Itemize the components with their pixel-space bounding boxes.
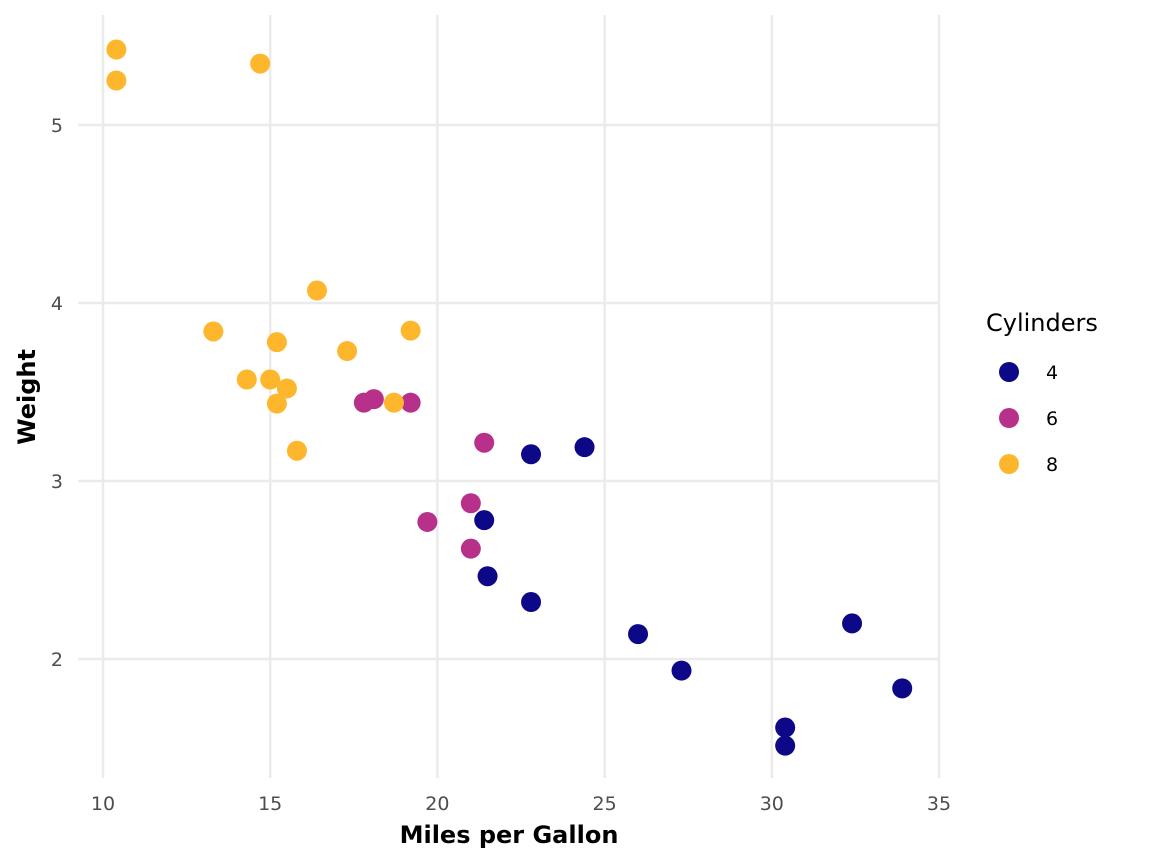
data-point-cyl-8 bbox=[260, 369, 281, 390]
legend-key-6 bbox=[999, 408, 1019, 428]
data-point-cyl-4 bbox=[574, 437, 595, 458]
data-point-cyl-6 bbox=[400, 392, 421, 413]
data-point-cyl-8 bbox=[106, 39, 127, 60]
data-point-cyl-8 bbox=[236, 369, 257, 390]
y-tick-label: 2 bbox=[51, 649, 63, 671]
data-point-cyl-4 bbox=[842, 613, 863, 634]
data-point-cyl-4 bbox=[775, 735, 796, 756]
y-tick-label: 5 bbox=[51, 115, 63, 137]
y-tick-label: 3 bbox=[51, 471, 63, 493]
data-point-cyl-6 bbox=[417, 511, 438, 532]
x-tick-label: 15 bbox=[258, 793, 282, 815]
data-points bbox=[106, 39, 913, 756]
data-point-cyl-8 bbox=[266, 332, 287, 353]
legend-label-8: 8 bbox=[1046, 454, 1058, 476]
data-point-cyl-8 bbox=[383, 392, 404, 413]
data-point-cyl-4 bbox=[477, 566, 498, 587]
data-point-cyl-4 bbox=[775, 717, 796, 738]
data-point-cyl-8 bbox=[337, 341, 358, 362]
legend: Cylinders 4 6 8 bbox=[986, 309, 1098, 476]
data-point-cyl-8 bbox=[266, 393, 287, 414]
data-point-cyl-4 bbox=[628, 624, 649, 645]
data-point-cyl-8 bbox=[250, 53, 271, 74]
y-axis-title: Weight bbox=[13, 349, 41, 445]
data-point-cyl-8 bbox=[400, 320, 421, 341]
legend-title: Cylinders bbox=[986, 309, 1098, 337]
x-axis-ticks: 10 15 20 25 30 35 bbox=[91, 793, 951, 815]
legend-key-8 bbox=[999, 454, 1019, 474]
data-point-cyl-4 bbox=[474, 510, 495, 531]
x-axis-title: Miles per Gallon bbox=[400, 821, 619, 849]
data-point-cyl-6 bbox=[460, 538, 481, 559]
legend-label-4: 4 bbox=[1046, 362, 1058, 384]
data-point-cyl-8 bbox=[276, 378, 297, 399]
legend-key-4 bbox=[999, 362, 1019, 382]
legend-entries: 4 6 8 bbox=[999, 362, 1058, 476]
y-axis-ticks: 2 3 4 5 bbox=[51, 115, 63, 671]
data-point-cyl-8 bbox=[307, 280, 328, 301]
x-tick-label: 30 bbox=[760, 793, 784, 815]
data-point-cyl-6 bbox=[474, 432, 495, 453]
data-point-cyl-8 bbox=[286, 440, 307, 461]
data-point-cyl-4 bbox=[521, 592, 542, 613]
x-tick-label: 35 bbox=[927, 793, 951, 815]
data-point-cyl-6 bbox=[353, 392, 374, 413]
x-tick-label: 10 bbox=[91, 793, 115, 815]
y-tick-label: 4 bbox=[51, 293, 63, 315]
data-point-cyl-4 bbox=[892, 678, 913, 699]
gridlines bbox=[78, 15, 941, 778]
data-point-cyl-8 bbox=[106, 70, 127, 91]
data-point-cyl-4 bbox=[521, 444, 542, 465]
data-point-cyl-4 bbox=[671, 660, 692, 681]
legend-label-6: 6 bbox=[1046, 408, 1058, 430]
x-tick-label: 20 bbox=[425, 793, 449, 815]
x-tick-label: 25 bbox=[593, 793, 617, 815]
data-point-cyl-6 bbox=[460, 493, 481, 514]
data-point-cyl-8 bbox=[203, 321, 224, 342]
